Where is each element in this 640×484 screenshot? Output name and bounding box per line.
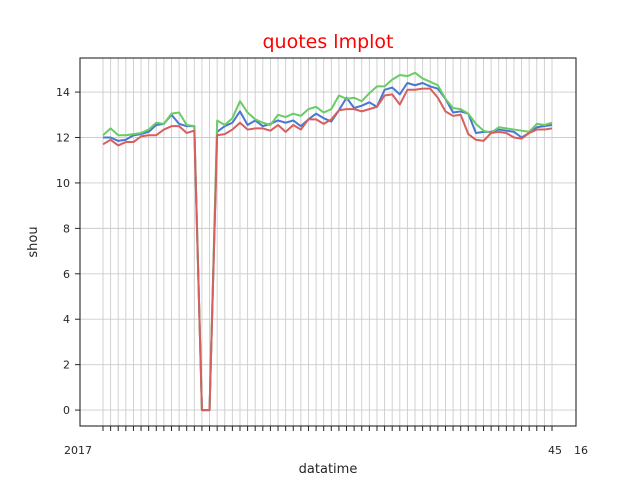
x-tick-label-last-fragment: 45 [548,444,562,457]
x-tick-label-last: 16 [574,444,588,457]
y-tick-label: 8 [63,222,70,235]
y-tick-label: 2 [63,359,70,372]
chart-title: quotes lmplot [262,31,393,53]
series-line-2 [102,71,553,412]
y-tick-label: 4 [63,313,70,326]
x-tick-label-first: 2017 [64,444,92,457]
grid [80,58,576,426]
y-axis: 0 2 4 6 8 10 12 14 [56,86,80,417]
y-axis-label: shou [26,226,41,257]
y-tick-label: 14 [56,86,70,99]
y-tick-label: 6 [63,268,70,281]
series-line-1 [103,81,553,412]
y-tick-label: 10 [56,177,70,190]
x-axis [102,426,553,431]
plot-frame [79,57,577,427]
y-tick-label: 0 [63,404,70,417]
series-layer [102,71,553,412]
x-axis-label: datatime [299,462,358,477]
series-line-3 [102,87,553,412]
y-tick-label: 12 [56,132,70,145]
